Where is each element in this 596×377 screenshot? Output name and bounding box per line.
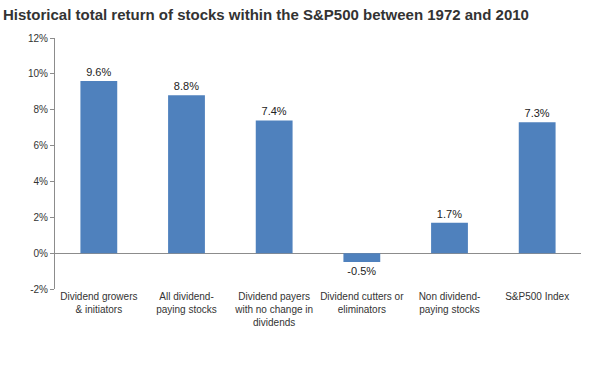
svg-text:4%: 4%: [34, 176, 49, 187]
svg-text:S&P500 Index: S&P500 Index: [505, 291, 569, 302]
svg-text:2%: 2%: [34, 212, 49, 223]
svg-text:7.3%: 7.3%: [525, 107, 550, 119]
svg-text:1.7%: 1.7%: [437, 208, 462, 220]
svg-text:0%: 0%: [34, 248, 49, 259]
svg-text:Non dividend-paying stocks: Non dividend-paying stocks: [419, 291, 481, 315]
svg-text:8.8%: 8.8%: [174, 80, 199, 92]
svg-text:9.6%: 9.6%: [86, 66, 111, 78]
svg-text:10%: 10%: [28, 68, 48, 79]
svg-text:6%: 6%: [34, 140, 49, 151]
svg-text:-2%: -2%: [30, 284, 48, 295]
svg-text:-0.5%: -0.5%: [347, 265, 376, 277]
svg-text:8%: 8%: [34, 104, 49, 115]
svg-text:12%: 12%: [28, 33, 48, 44]
svg-text:All dividend-paying stocks: All dividend-paying stocks: [156, 291, 217, 315]
svg-text:7.4%: 7.4%: [262, 105, 287, 117]
svg-text:Dividend growers& initiators: Dividend growers& initiators: [60, 291, 137, 315]
svg-text:Dividend payerswith no change: Dividend payerswith no change individend…: [234, 291, 313, 328]
svg-text:Dividend cutters oreliminators: Dividend cutters oreliminators: [320, 291, 404, 315]
svg-text:Historical total return of sto: Historical total return of stocks within…: [3, 6, 529, 23]
